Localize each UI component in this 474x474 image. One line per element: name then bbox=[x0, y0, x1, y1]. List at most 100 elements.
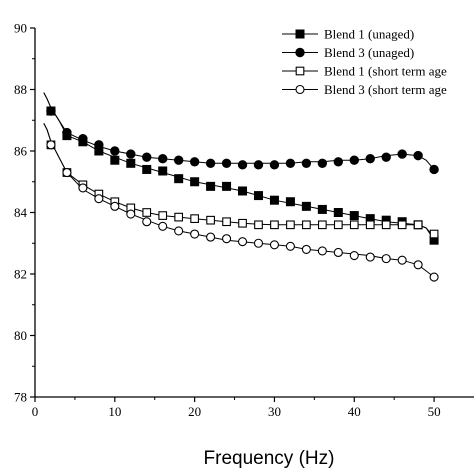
series-layer bbox=[43, 92, 439, 282]
x-tick-label: 10 bbox=[108, 404, 121, 419]
data-point bbox=[365, 153, 375, 164]
data-point bbox=[301, 158, 312, 169]
data-point bbox=[349, 220, 359, 230]
data-point bbox=[270, 220, 279, 230]
data-point bbox=[94, 194, 104, 204]
legend-label: Blend 3 (short term age bbox=[324, 82, 447, 97]
data-point bbox=[46, 140, 56, 150]
data-point bbox=[349, 251, 359, 261]
data-point bbox=[365, 220, 375, 230]
data-point bbox=[253, 191, 263, 201]
data-point bbox=[333, 247, 343, 258]
data-point bbox=[94, 140, 104, 150]
data-point bbox=[413, 260, 423, 270]
y-tick-label: 88 bbox=[14, 82, 27, 97]
data-point bbox=[349, 155, 359, 165]
data-point bbox=[253, 160, 264, 170]
data-point bbox=[78, 183, 88, 193]
y-tick-label: 78 bbox=[14, 390, 27, 405]
data-point bbox=[238, 218, 247, 228]
series-4 bbox=[43, 123, 439, 282]
data-point bbox=[301, 201, 311, 211]
data-point bbox=[206, 215, 215, 225]
data-point bbox=[174, 174, 184, 184]
data-point bbox=[237, 237, 248, 247]
data-point bbox=[333, 220, 343, 230]
legend: Blend 1 (unaged) Blend 3 (unaged) Blend 1 … bbox=[282, 27, 447, 97]
data-point bbox=[190, 229, 200, 239]
data-point bbox=[254, 220, 263, 230]
data-point bbox=[190, 177, 200, 187]
data-point bbox=[205, 158, 216, 169]
data-point bbox=[429, 272, 439, 282]
data-point bbox=[142, 217, 152, 227]
data-point bbox=[397, 149, 407, 159]
data-point bbox=[269, 240, 280, 250]
data-point bbox=[189, 157, 200, 167]
data-point bbox=[158, 166, 168, 176]
series-2 bbox=[43, 92, 439, 175]
legend-marker bbox=[295, 47, 305, 58]
legend-marker bbox=[295, 29, 305, 39]
data-point bbox=[110, 201, 120, 211]
plot-area bbox=[35, 28, 474, 397]
data-point bbox=[429, 229, 439, 239]
legend-item: Blend 3 (unaged) bbox=[282, 45, 414, 60]
data-point bbox=[317, 204, 327, 214]
data-point bbox=[365, 252, 375, 262]
data-point bbox=[142, 152, 152, 162]
data-point bbox=[413, 220, 423, 230]
data-point bbox=[253, 238, 264, 248]
x-tick-label: 50 bbox=[428, 404, 441, 419]
legend-label: Blend 1 (short term age bbox=[324, 64, 447, 79]
data-point bbox=[286, 220, 295, 230]
legend-item: Blend 1 (unaged) bbox=[282, 27, 414, 42]
data-point bbox=[222, 217, 231, 227]
data-point bbox=[158, 211, 168, 220]
data-point bbox=[317, 158, 328, 169]
ticks-layer: 0 10 20 30 40 50 78 80 82 84 86 88 90 bbox=[14, 21, 441, 420]
legend-marker bbox=[295, 84, 305, 95]
data-point bbox=[429, 164, 439, 175]
data-point bbox=[126, 209, 136, 219]
legend-label: Blend 1 (unaged) bbox=[324, 27, 414, 42]
data-point bbox=[142, 164, 152, 174]
data-point bbox=[126, 158, 136, 168]
data-point bbox=[269, 160, 280, 170]
data-point bbox=[285, 241, 295, 251]
data-point bbox=[381, 152, 391, 162]
legend-marker bbox=[295, 66, 305, 76]
data-point bbox=[46, 106, 56, 116]
data-point bbox=[381, 254, 391, 264]
legend-label: Blend 3 (unaged) bbox=[324, 45, 414, 60]
data-point bbox=[333, 157, 344, 167]
legend-item: Blend 1 (short term age bbox=[282, 64, 447, 79]
x-axis-label: Frequency (Hz) bbox=[204, 448, 335, 469]
data-point bbox=[333, 208, 343, 217]
x-tick-label: 20 bbox=[188, 404, 201, 419]
data-point bbox=[317, 220, 327, 230]
data-point bbox=[110, 146, 120, 156]
data-point bbox=[397, 220, 407, 230]
data-point bbox=[206, 181, 216, 191]
y-tick-label: 86 bbox=[14, 144, 28, 159]
data-point bbox=[301, 244, 311, 254]
data-point bbox=[238, 186, 248, 196]
data-point bbox=[62, 167, 72, 178]
data-point bbox=[174, 226, 184, 236]
data-point bbox=[190, 214, 199, 224]
data-point bbox=[222, 181, 232, 191]
y-tick-label: 82 bbox=[14, 267, 27, 282]
data-point bbox=[285, 197, 295, 207]
data-point bbox=[397, 255, 407, 265]
y-tick-label: 90 bbox=[14, 21, 27, 36]
x-tick-label: 30 bbox=[268, 404, 281, 419]
data-point bbox=[222, 234, 232, 244]
data-point bbox=[158, 153, 168, 164]
data-point bbox=[269, 195, 279, 205]
data-point bbox=[285, 158, 296, 169]
legend-item: Blend 3 (short term age bbox=[282, 82, 447, 97]
data-point bbox=[62, 127, 72, 138]
x-tick-label: 40 bbox=[348, 404, 361, 419]
